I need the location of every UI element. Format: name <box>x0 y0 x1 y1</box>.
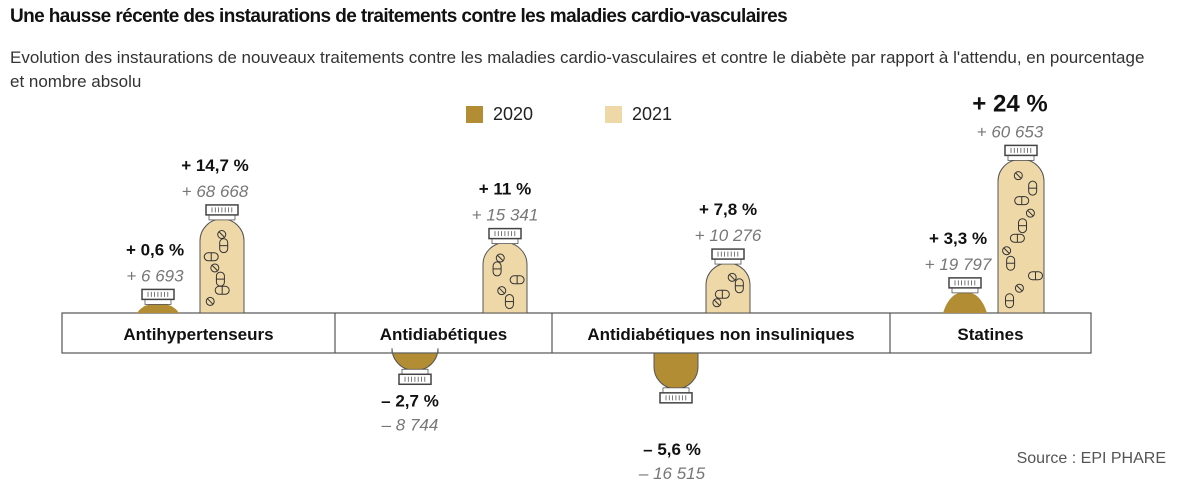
data-label-absolute: – 8 744 <box>381 415 439 434</box>
data-label-percent: – 2,7 % <box>381 391 439 410</box>
capsule-icon <box>504 294 514 310</box>
data-label-percent: – 5,6 % <box>643 440 701 459</box>
data-label-absolute: + 6 693 <box>126 266 184 285</box>
category-label: Statines <box>957 325 1023 344</box>
bar-2020-statines <box>943 277 987 313</box>
data-label-percent: + 3,3 % <box>929 229 987 248</box>
data-label-absolute: + 10 276 <box>695 226 762 245</box>
capsule-icon <box>1027 271 1043 281</box>
data-label-percent: + 14,7 % <box>181 156 249 175</box>
category-label: Antidiabétiques <box>380 325 508 344</box>
bar-2021-statines <box>997 144 1045 314</box>
capsule-icon <box>492 261 502 277</box>
capsule-icon <box>1028 180 1038 196</box>
capsule-icon <box>1018 218 1028 234</box>
legend-label-2020: 2020 <box>493 104 534 124</box>
source-note: Source : EPI PHARE <box>1016 450 1166 467</box>
pill-icon <box>712 298 722 308</box>
capsule-icon <box>509 275 525 285</box>
category-label: Antidiabétiques non insuliniques <box>587 325 854 344</box>
capsule-icon <box>1014 196 1030 206</box>
chart-title: Une hausse récente des instaurations de … <box>10 6 788 27</box>
data-label-absolute: – 16 515 <box>638 464 706 482</box>
data-label-percent: + 11 % <box>479 180 531 199</box>
data-label-absolute: + 68 668 <box>182 182 249 201</box>
bar-2021-antihypertenseurs <box>199 204 245 314</box>
capsule-icon <box>714 289 730 299</box>
bottle-body <box>137 303 179 313</box>
legend-swatch-2021 <box>605 106 622 123</box>
legend-label-2021: 2021 <box>632 104 673 124</box>
pill-icon <box>1002 246 1012 256</box>
pill-icon <box>727 272 737 282</box>
category-label: Antihypertenseurs <box>123 325 273 344</box>
pill-icon <box>217 229 227 239</box>
pill-icon <box>205 296 215 306</box>
capsule-icon <box>1006 255 1016 271</box>
capsule-icon <box>219 238 229 254</box>
bar-2020-antidiabetiques-non-insuliniques <box>653 352 699 404</box>
bar-2021-antidiabetiques-non-insuliniques <box>705 248 751 314</box>
capsule-icon <box>214 285 230 295</box>
legend-swatch-2020 <box>466 106 483 123</box>
pill-icon <box>1013 171 1023 181</box>
data-label-absolute: + 60 653 <box>977 122 1044 141</box>
pill-icon <box>497 286 507 296</box>
bottle-body <box>653 352 699 390</box>
pill-icon <box>1025 208 1035 218</box>
category-axis: Antihypertenseurs Antidiabétiques Antidiab… <box>61 312 1092 354</box>
capsule-icon <box>1005 293 1015 309</box>
pill-icon <box>210 263 220 273</box>
legend-item-2021: 2021 <box>605 104 672 125</box>
pill-icon <box>495 253 505 263</box>
bar-2020-antihypertenseurs <box>137 288 179 313</box>
bottle-body <box>943 291 987 313</box>
capsule-icon <box>203 252 219 262</box>
data-label-percent: + 0,6 % <box>126 240 184 259</box>
data-label-percent: + 7,8 % <box>699 200 757 219</box>
bar-2021-antidiabetiques <box>482 227 528 314</box>
bar-2020-antidiabetiques <box>391 348 439 386</box>
data-label-absolute: + 19 797 <box>925 255 992 274</box>
data-label-percent: + 24 % <box>972 90 1047 117</box>
data-label-absolute: + 15 341 <box>472 206 539 225</box>
pill-icon <box>1014 283 1024 293</box>
capsule-icon <box>734 278 744 294</box>
category-band <box>61 312 1092 354</box>
legend-item-2020: 2020 <box>466 104 533 125</box>
chart-subtitle: Evolution des instaurations de nouveaux … <box>10 48 1145 91</box>
capsule-icon <box>1009 233 1025 243</box>
